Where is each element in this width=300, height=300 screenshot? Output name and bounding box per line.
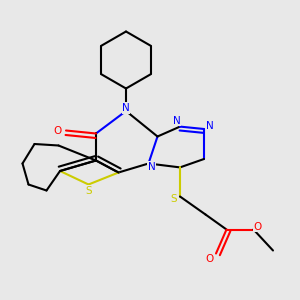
Text: N: N (148, 161, 155, 172)
Text: S: S (85, 185, 92, 196)
Text: S: S (171, 194, 177, 205)
Text: N: N (122, 103, 130, 113)
Text: N: N (206, 121, 214, 131)
Text: O: O (254, 221, 262, 232)
Text: O: O (53, 125, 61, 136)
Text: O: O (206, 254, 214, 265)
Text: N: N (173, 116, 181, 126)
